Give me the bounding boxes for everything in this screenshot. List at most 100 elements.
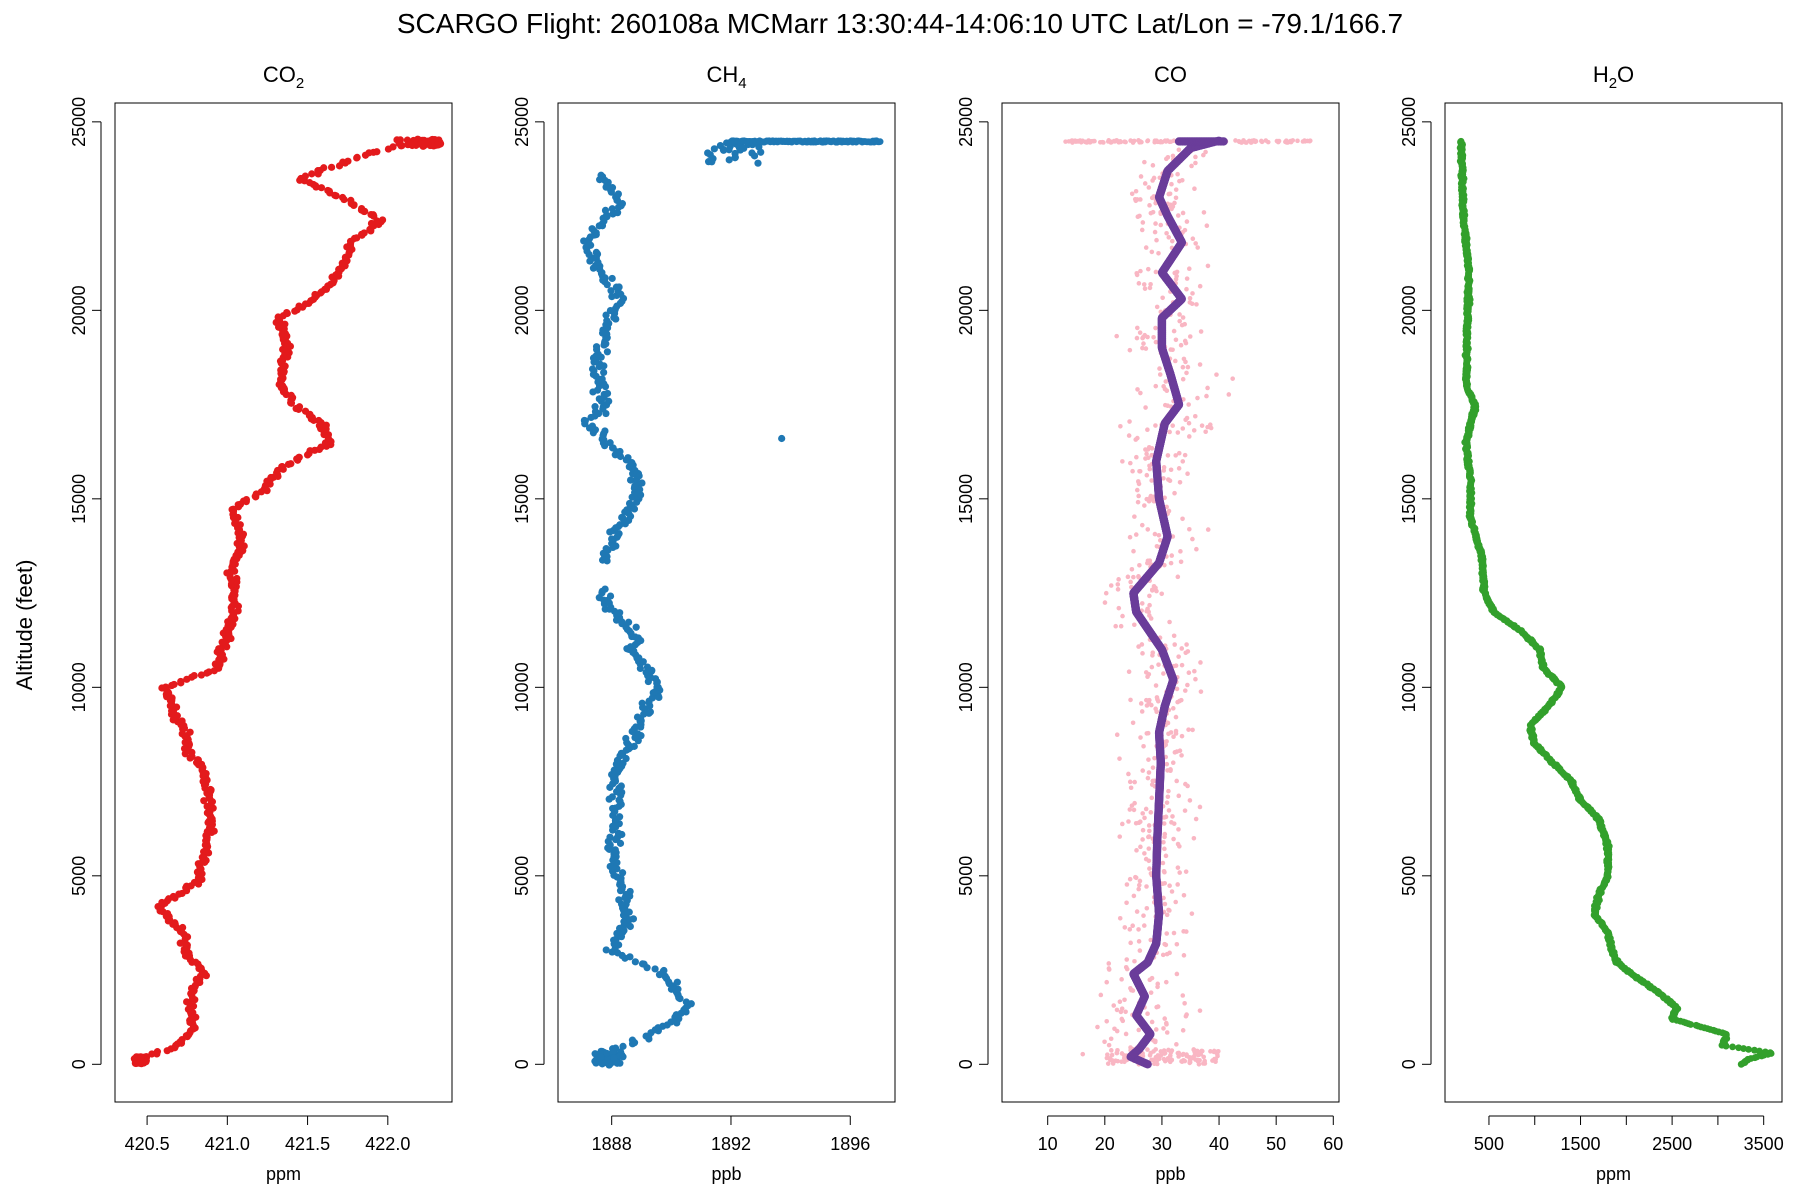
raw-data-point [1136,1027,1142,1033]
raw-data-point [1170,814,1175,819]
data-point [588,365,597,373]
data-point [396,136,404,144]
data-point [616,447,624,456]
raw-data-point [1153,423,1158,428]
raw-data-point [1161,821,1167,826]
raw-data-point [1163,979,1169,985]
raw-data-point [1142,815,1147,821]
data-point [601,427,609,435]
raw-data-point [1133,820,1139,826]
raw-data-point [1165,453,1171,458]
data-point [353,153,361,162]
x-tick-label: 1892 [711,1134,751,1154]
raw-data-point [1147,977,1153,983]
raw-data-point [1137,819,1143,825]
x-tick-label: 420.5 [125,1134,170,1154]
raw-data-point [1153,383,1159,389]
data-point [625,618,633,626]
raw-data-point [1122,925,1128,930]
panel-title-main: CO [1154,62,1187,87]
raw-data-point [1154,237,1159,243]
raw-data-point [1187,526,1192,532]
raw-data-point [1186,727,1191,732]
raw-data-point [1147,558,1153,563]
raw-data-point [1124,900,1129,906]
raw-data-point [1146,672,1152,677]
raw-data-point [1208,1049,1213,1054]
raw-data-point [1129,191,1135,197]
x-tick-label: 422.0 [365,1134,410,1154]
panel-title: CO2 [263,62,304,92]
raw-data-point [1152,229,1158,235]
panel-title-subscript: 2 [1609,75,1617,92]
panel-title: CH4 [706,62,746,92]
raw-data-point [1144,884,1149,889]
raw-data-point [1142,503,1147,508]
raw-data-point [1179,733,1185,739]
raw-data-point [1138,735,1143,740]
data-point [610,1054,618,1062]
raw-data-point [1136,939,1142,944]
raw-data-point [1193,160,1198,166]
raw-data-point [1150,209,1156,215]
raw-data-point [1140,811,1145,816]
raw-data-point [1134,335,1140,341]
raw-data-point [1145,775,1151,781]
raw-data-point [1129,803,1135,808]
raw-data-point [1145,1047,1150,1052]
raw-data-point [1126,819,1131,824]
raw-data-point [1166,235,1172,240]
data-point [616,521,624,529]
raw-data-point [1174,1042,1179,1047]
raw-data-point [1137,140,1142,145]
raw-data-point [1117,915,1123,921]
raw-data-point [1172,200,1177,206]
raw-data-point [1140,837,1145,842]
raw-data-point [1127,876,1133,882]
raw-data-point [1192,413,1198,419]
raw-data-point [1166,907,1171,913]
raw-data-point [1130,923,1136,929]
raw-data-point [1122,139,1127,145]
raw-data-point [1128,460,1133,466]
raw-data-point [1149,478,1154,483]
y-tick-label: 0 [512,1059,532,1069]
data-point [603,317,611,325]
raw-data-point [1168,467,1174,473]
raw-data-point [1104,1018,1110,1024]
raw-data-point [1120,1018,1126,1024]
data-point [137,1053,145,1061]
raw-data-point [1163,742,1169,748]
raw-data-point [1137,948,1143,953]
data-point [620,918,628,926]
data-point [632,623,640,631]
raw-data-point [1141,743,1146,749]
raw-data-point [1190,291,1195,296]
raw-data-point [1195,245,1200,250]
raw-data-point [1146,757,1151,762]
raw-data-point [1151,498,1157,504]
panel-title-main: CH [706,62,738,87]
raw-data-point [1134,487,1140,493]
raw-data-point [1140,768,1146,773]
raw-data-point [1148,281,1153,287]
data-point [606,592,615,600]
raw-data-point [1116,577,1121,582]
raw-data-point [1212,1056,1217,1062]
data-point [1735,1044,1743,1052]
raw-data-point [1173,453,1178,458]
raw-data-point [1118,623,1124,629]
raw-data-point [1108,1036,1114,1042]
data-point [324,186,332,195]
raw-data-point [1192,668,1197,674]
raw-data-point [1144,451,1149,457]
panel-title: CO [1154,62,1187,87]
raw-data-point [1154,588,1159,594]
x-tick-label: 421.0 [205,1134,250,1154]
raw-data-point [1106,1042,1112,1048]
raw-data-point [1123,1031,1129,1037]
raw-data-point [1095,1024,1100,1030]
